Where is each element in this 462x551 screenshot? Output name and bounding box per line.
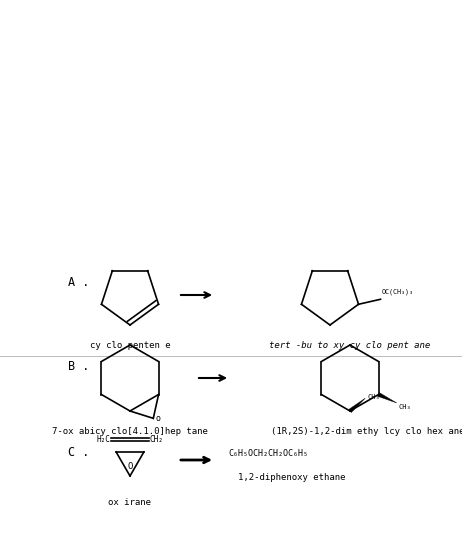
Text: B .: B . (68, 359, 89, 372)
Text: CH₂: CH₂ (150, 435, 164, 445)
Text: OC(CH₃)₃: OC(CH₃)₃ (382, 289, 413, 295)
Text: cy clo penten e: cy clo penten e (90, 341, 170, 350)
Text: tert -bu to xy cy clo pent ane: tert -bu to xy cy clo pent ane (269, 341, 431, 350)
Text: ox irane: ox irane (109, 498, 152, 507)
Text: O: O (128, 462, 133, 471)
Text: A .: A . (68, 277, 89, 289)
Text: (1R,2S)-1,2-dim ethy lcy clo hex ane: (1R,2S)-1,2-dim ethy lcy clo hex ane (271, 427, 462, 436)
Polygon shape (378, 393, 397, 403)
Text: CH₃: CH₃ (399, 404, 412, 410)
Text: o: o (155, 414, 160, 423)
Text: C .: C . (68, 446, 89, 458)
Polygon shape (349, 398, 365, 413)
Text: 1,2-diphenoxy ethane: 1,2-diphenoxy ethane (238, 473, 346, 483)
Text: H₂C: H₂C (96, 435, 110, 445)
Text: C₆H₅OCH₂CH₂OC₆H₅: C₆H₅OCH₂CH₂OC₆H₅ (228, 450, 308, 458)
Text: CH₃: CH₃ (367, 394, 380, 400)
Text: 7-ox abicy clo[4.1.0]hep tane: 7-ox abicy clo[4.1.0]hep tane (52, 427, 208, 436)
